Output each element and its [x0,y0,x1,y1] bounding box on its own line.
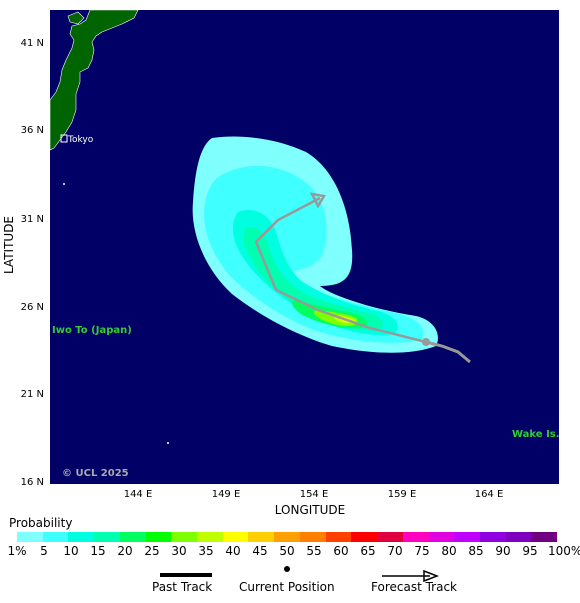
latitude-label: 36 N [20,125,44,136]
longitude-label: 154 E [299,489,329,500]
track-key: Past Track Current Position Forecast Tra… [0,562,580,602]
forecast-track-line [254,196,427,344]
legend-swatch [428,532,455,542]
legend-label: 60 [333,544,349,558]
japan-landmass [50,10,139,151]
legend-label: 1% [7,544,27,558]
legend-swatch [171,532,198,542]
past-track-key-label: Past Track [152,580,213,594]
legend-label: 25 [144,544,160,558]
longitude-label: 149 E [211,489,241,500]
legend-swatch [505,532,532,542]
legend-label: 95 [522,544,538,558]
legend-label: 5 [40,544,48,558]
probability-color-bar [17,532,558,542]
legend-label: 30 [171,544,187,558]
legend-swatch [402,532,429,542]
forecast-track-key-label: Forecast Track [371,580,457,594]
longitude-label: 144 E [123,489,153,500]
legend-label: 90 [495,544,511,558]
wake-island-label: Wake Is. [512,429,559,440]
legend-label: 15 [90,544,106,558]
legend-swatch [454,532,480,542]
probability-layer-5pct [204,165,424,343]
latitude-label: 16 N [20,477,44,488]
legend-swatch [17,532,43,542]
tokyo-label: Tokyo [67,135,94,145]
map-panel: Tokyo Iwo To (Japan) Wake Is. © UCL 2025 [50,10,559,484]
longitude-label: 164 E [474,489,504,500]
longitude-label: 159 E [387,489,417,500]
legend-label: 70 [387,544,403,558]
hokkaido-fragment [67,11,85,25]
latitude-label: 31 N [20,214,44,225]
legend-label: 85 [468,544,484,558]
legend-swatch [197,532,223,542]
legend-swatch [145,532,172,542]
legend-label: 20 [117,544,133,558]
y-axis-title: LATITUDE [2,215,16,275]
legend-label: 65 [360,544,376,558]
small-island-dot [167,442,169,444]
current-position-key-label: Current Position [239,580,335,594]
legend-title: Probability [9,516,73,530]
legend-label: 50 [279,544,295,558]
copyright-text: © UCL 2025 [62,468,129,479]
current-position-key-dot [284,566,290,572]
legend-label: 45 [252,544,268,558]
legend-swatch [119,532,146,542]
legend-swatch [274,532,300,542]
latitude-label: 41 N [20,38,44,49]
small-island-dot [63,183,65,185]
forecast-track-key-arrow [423,569,440,583]
map-canvas: Tokyo Iwo To (Japan) Wake Is. © UCL 2025 [50,10,559,484]
legend-label: 55 [306,544,322,558]
legend-swatch [377,532,403,542]
legend-swatch [325,532,352,542]
track-key-symbols [160,566,440,583]
legend-swatch [248,532,275,542]
probability-labels: 1% 5 10 15 20 25 30 35 40 45 50 55 60 65 70 75 80 85 90 95 1… [0,544,580,558]
iwo-to-label: Iwo To (Japan) [52,325,132,336]
latitude-label: 21 N [20,389,44,400]
legend-swatch [479,532,506,542]
legend-swatch [531,532,558,542]
legend-label: 80 [441,544,457,558]
legend-swatch [42,532,69,542]
x-axis-title: LONGITUDE [274,503,346,517]
legend-swatch [222,532,249,542]
latitude-label: 26 N [20,302,44,313]
legend-label: 100% [548,544,580,558]
legend-swatch [299,532,326,542]
legend-label: 40 [225,544,241,558]
forecast-track-arrowhead [309,192,327,209]
tokyo-marker [60,134,68,143]
legend-label: 35 [198,544,214,558]
legend-swatch [94,532,120,542]
legend-label: 10 [63,544,79,558]
legend-label: 75 [414,544,430,558]
legend-swatch [68,532,95,542]
legend-swatch [351,532,378,542]
past-track-line [425,340,471,364]
probability-layer-10pct [232,210,398,336]
